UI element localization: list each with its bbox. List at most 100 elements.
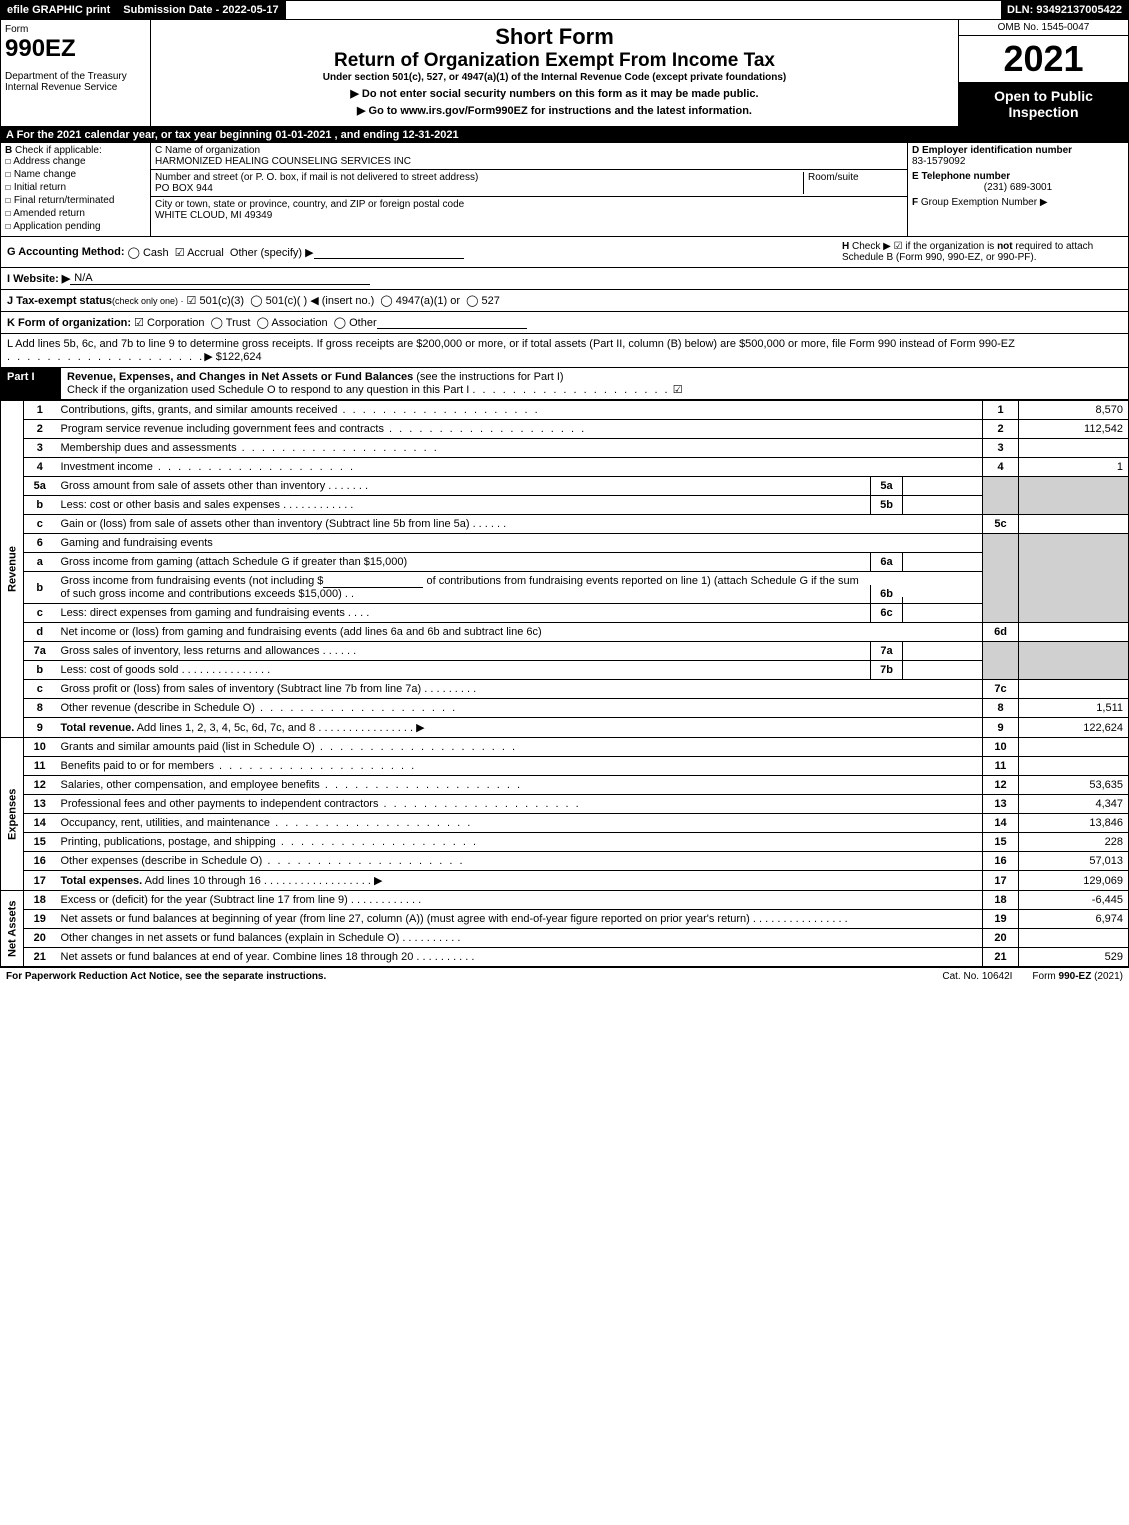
table-row: Expenses 10Grants and similar amounts pa… xyxy=(1,738,1129,757)
org-name: HARMONIZED HEALING COUNSELING SERVICES I… xyxy=(155,156,903,167)
table-row: cLess: direct expenses from gaming and f… xyxy=(1,604,1129,623)
section-g-h: G Accounting Method: ◯ Cash ☑ Accrual Ot… xyxy=(0,237,1129,268)
ssn-warning: ▶ Do not enter social security numbers o… xyxy=(155,87,954,100)
form-number: 990EZ xyxy=(5,35,146,63)
cb-accrual[interactable]: ☑ Accrual xyxy=(175,246,224,259)
tax-year: 2021 xyxy=(959,36,1128,82)
part1-table: Revenue 1Contributions, gifts, grants, a… xyxy=(0,400,1129,967)
line-l-arrow: ▶ $ xyxy=(204,350,222,363)
cb-cash[interactable]: ◯ Cash xyxy=(128,246,169,259)
form-ref: Form 990-EZ (2021) xyxy=(1032,971,1123,982)
city: WHITE CLOUD, MI 49349 xyxy=(155,210,464,221)
table-row: aGross income from gaming (attach Schedu… xyxy=(1,553,1129,572)
cb-527[interactable]: ◯ 527 xyxy=(466,294,500,307)
table-row: 12Salaries, other compensation, and empl… xyxy=(1,776,1129,795)
part1-checkbox[interactable]: ☑ xyxy=(673,384,683,396)
table-row: 14Occupancy, rent, utilities, and mainte… xyxy=(1,814,1129,833)
short-form-label: Short Form xyxy=(155,24,954,50)
dln-label: DLN: 93492137005422 xyxy=(1001,1,1128,19)
netassets-vert-label: Net Assets xyxy=(1,891,24,967)
cb-other-method[interactable]: Other (specify) ▶ xyxy=(230,246,314,259)
section-de: D Employer identification number 83-1579… xyxy=(908,143,1128,236)
title-center: Short Form Return of Organization Exempt… xyxy=(151,20,958,126)
table-row: 13Professional fees and other payments t… xyxy=(1,795,1129,814)
table-row: 11Benefits paid to or for members11 xyxy=(1,757,1129,776)
section-c: C Name of organization HARMONIZED HEALIN… xyxy=(151,143,908,236)
omb-number: OMB No. 1545-0047 xyxy=(959,20,1128,36)
table-row: 21Net assets or fund balances at end of … xyxy=(1,948,1129,967)
part1-sub: (see the instructions for Part I) xyxy=(416,371,563,383)
goto-line: ▶ Go to www.irs.gov/Form990EZ for instru… xyxy=(155,104,954,117)
phone-label: E Telephone number xyxy=(912,171,1010,182)
cb-address-change[interactable]: ☐ Address change xyxy=(5,156,146,167)
cb-other-org[interactable]: ◯ Other xyxy=(334,316,377,329)
section-b: B Check if applicable: ☐ Address change … xyxy=(1,143,151,236)
accounting-label: G Accounting Method: xyxy=(7,246,125,258)
section-a: A For the 2021 calendar year, or tax yea… xyxy=(0,127,1129,143)
footer: For Paperwork Reduction Act Notice, see … xyxy=(0,967,1129,985)
form-org-label: K Form of organization: xyxy=(7,317,131,329)
group-exemption-label: F xyxy=(912,197,918,208)
line-l-text: L Add lines 5b, 6c, and 7b to line 9 to … xyxy=(7,338,1015,350)
city-label: City or town, state or province, country… xyxy=(155,199,464,210)
open-to-public: Open to Public Inspection xyxy=(959,82,1128,126)
table-row: Net Assets 18Excess or (deficit) for the… xyxy=(1,891,1129,910)
table-row: cGross profit or (loss) from sales of in… xyxy=(1,680,1129,699)
table-row: cGain or (loss) from sale of assets othe… xyxy=(1,515,1129,534)
paperwork-notice: For Paperwork Reduction Act Notice, see … xyxy=(6,971,326,982)
cat-no: Cat. No. 10642I xyxy=(942,971,1012,982)
check-only-one: (check only one) · xyxy=(112,296,184,306)
title-right: OMB No. 1545-0047 2021 Open to Public In… xyxy=(958,20,1128,126)
table-row: 5aGross amount from sale of assets other… xyxy=(1,477,1129,496)
table-row: 7aGross sales of inventory, less returns… xyxy=(1,642,1129,661)
header-bar: efile GRAPHIC print Submission Date - 20… xyxy=(0,0,1129,20)
cb-501c[interactable]: ◯ 501(c)( ) ◀ (insert no.) xyxy=(250,294,374,307)
cb-name-change[interactable]: ☐ Name change xyxy=(5,169,146,180)
irs-link[interactable]: www.irs.gov/Form990EZ xyxy=(400,105,527,117)
cb-association[interactable]: ◯ Association xyxy=(257,316,328,329)
table-row: 2Program service revenue including gover… xyxy=(1,420,1129,439)
cb-final-return[interactable]: ☐ Final return/terminated xyxy=(5,195,146,206)
table-row: 16Other expenses (describe in Schedule O… xyxy=(1,852,1129,871)
cb-trust[interactable]: ◯ Trust xyxy=(211,316,251,329)
check-if-applicable: Check if applicable: xyxy=(15,145,102,156)
table-row: 3Membership dues and assessments3 xyxy=(1,439,1129,458)
table-row: 4Investment income41 xyxy=(1,458,1129,477)
table-row: 8Other revenue (describe in Schedule O)8… xyxy=(1,699,1129,718)
table-row: 9Total revenue. Add lines 1, 2, 3, 4, 5c… xyxy=(1,718,1129,738)
cb-initial-return[interactable]: ☐ Initial return xyxy=(5,182,146,193)
section-j: J Tax-exempt status (check only one) · ☑… xyxy=(0,290,1129,312)
cb-application-pending[interactable]: ☐ Application pending xyxy=(5,221,146,232)
phone-value: (231) 689-3001 xyxy=(912,182,1124,193)
info-block: B Check if applicable: ☐ Address change … xyxy=(0,143,1129,237)
section-i: I Website: ▶ N/A xyxy=(0,268,1129,290)
ein-label: D Employer identification number xyxy=(912,145,1072,156)
table-row: 6Gaming and fundraising events xyxy=(1,534,1129,553)
table-row: 19Net assets or fund balances at beginni… xyxy=(1,910,1129,929)
website-label: I Website: ▶ xyxy=(7,272,70,285)
under-section: Under section 501(c), 527, or 4947(a)(1)… xyxy=(155,72,954,83)
cb-4947[interactable]: ◯ 4947(a)(1) or xyxy=(380,294,460,307)
website-value: N/A xyxy=(70,272,370,285)
part1-title: Revenue, Expenses, and Changes in Net As… xyxy=(67,371,413,383)
form-id-block: Form 990EZ Department of the Treasury In… xyxy=(1,20,151,126)
cb-corporation[interactable]: ☑ Corporation xyxy=(134,316,204,329)
cb-amended-return[interactable]: ☐ Amended return xyxy=(5,208,146,219)
department: Department of the Treasury Internal Reve… xyxy=(5,71,146,93)
ein-value: 83-1579092 xyxy=(912,156,1124,167)
org-name-label: C Name of organization xyxy=(155,145,903,156)
cb-501c3[interactable]: ☑ 501(c)(3) xyxy=(187,294,245,307)
tax-exempt-label: J Tax-exempt status xyxy=(7,295,112,307)
part1-check-line: Check if the organization used Schedule … xyxy=(67,384,469,396)
line-l-value: 122,624 xyxy=(222,351,262,363)
table-row: bLess: cost of goods sold . . . . . . . … xyxy=(1,661,1129,680)
room-label: Room/suite xyxy=(808,172,903,183)
table-row: bGross income from fundraising events (n… xyxy=(1,572,1129,604)
part1-header: Part I Revenue, Expenses, and Changes in… xyxy=(0,368,1129,400)
expenses-vert-label: Expenses xyxy=(1,738,24,891)
revenue-vert-label: Revenue xyxy=(1,401,24,738)
table-row: Revenue 1Contributions, gifts, grants, a… xyxy=(1,401,1129,420)
section-h: H Check ▶ ☑ if the organization is not r… xyxy=(842,241,1122,263)
street: PO BOX 944 xyxy=(155,183,803,194)
efile-print-button[interactable]: efile GRAPHIC print xyxy=(1,1,117,19)
